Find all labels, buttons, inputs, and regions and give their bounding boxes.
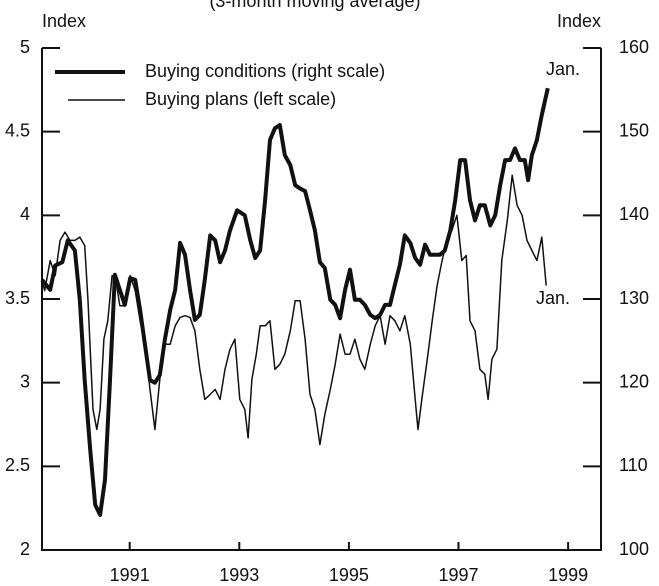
y2-tick-label: 130 bbox=[619, 288, 649, 308]
y-tick-label: 5 bbox=[20, 37, 30, 57]
y-tick-label: 2.5 bbox=[5, 455, 30, 475]
y2-tick-label: 120 bbox=[619, 371, 649, 391]
y-tick-label: 4.5 bbox=[5, 120, 30, 140]
x-tick-label: 1993 bbox=[219, 565, 259, 585]
y-tick-label: 3 bbox=[20, 371, 30, 391]
x-tick-label: 1997 bbox=[438, 565, 478, 585]
y2-tick-label: 100 bbox=[619, 539, 649, 559]
y2-tick-label: 160 bbox=[619, 37, 649, 57]
legend-label: Buying conditions (right scale) bbox=[145, 61, 385, 81]
y-tick-label: 3.5 bbox=[5, 288, 30, 308]
data-line bbox=[41, 174, 547, 446]
y2-tick-label: 110 bbox=[619, 455, 648, 475]
legend-label: Buying plans (left scale) bbox=[145, 89, 336, 109]
x-tick-label: 1999 bbox=[548, 565, 588, 585]
annotation: Jan. bbox=[536, 288, 570, 308]
y2-axis-label: Index bbox=[557, 11, 601, 31]
y-axis-label: Index bbox=[42, 11, 86, 31]
y-tick-label: 4 bbox=[20, 204, 30, 224]
annotation: Jan. bbox=[546, 59, 580, 79]
chart-subtitle: (3-month moving average) bbox=[209, 0, 420, 11]
y-tick-label: 2 bbox=[20, 539, 30, 559]
y2-tick-label: 140 bbox=[619, 204, 649, 224]
data-line bbox=[40, 87, 550, 517]
x-tick-label: 1995 bbox=[329, 565, 369, 585]
x-tick-label: 1991 bbox=[110, 565, 150, 585]
y2-tick-label: 150 bbox=[619, 120, 649, 140]
